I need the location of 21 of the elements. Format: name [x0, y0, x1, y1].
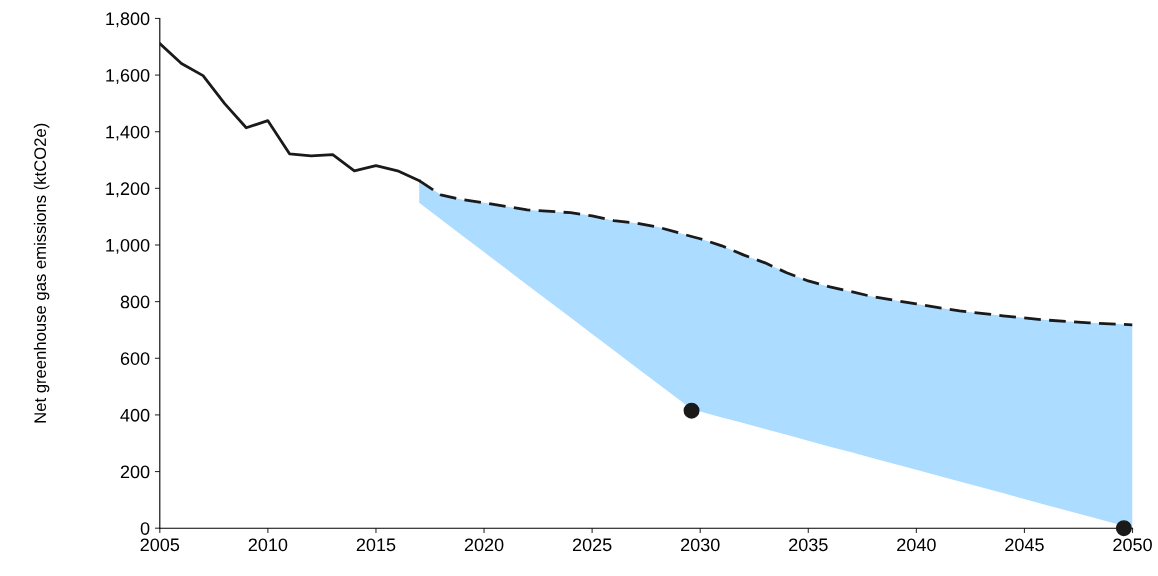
x-tick-label: 2040: [897, 538, 936, 552]
y-tick-label: 800: [120, 295, 150, 309]
x-tick-label: 2015: [356, 538, 396, 552]
y-tick-label: 1,000: [106, 238, 150, 254]
x-tick-label: 2025: [572, 538, 612, 552]
y-tick-label: 200: [120, 465, 150, 479]
y-tick-label: 1,200: [106, 182, 150, 198]
y-tick-label: 1,600: [106, 69, 150, 84]
x-tick-label: 2005: [140, 538, 180, 552]
x-tick-label: 2050: [1113, 538, 1152, 552]
y-tick-label: 400: [120, 408, 150, 422]
y-tick-label: 1,400: [106, 125, 150, 141]
x-tick-label: 2010: [248, 538, 288, 552]
y-tick-label: 1,800: [106, 12, 150, 28]
y-tick-label: 600: [120, 352, 150, 365]
x-tick-label: 2035: [789, 538, 828, 552]
y-tick-label: 0: [140, 522, 150, 535]
y-axis-title: Net greenhouse gas emissions (ktCO2e): [33, 123, 50, 423]
x-tick-label: 2045: [1005, 538, 1044, 552]
x-tick-label: 2020: [464, 538, 504, 552]
x-tick-label: 2030: [681, 538, 720, 552]
